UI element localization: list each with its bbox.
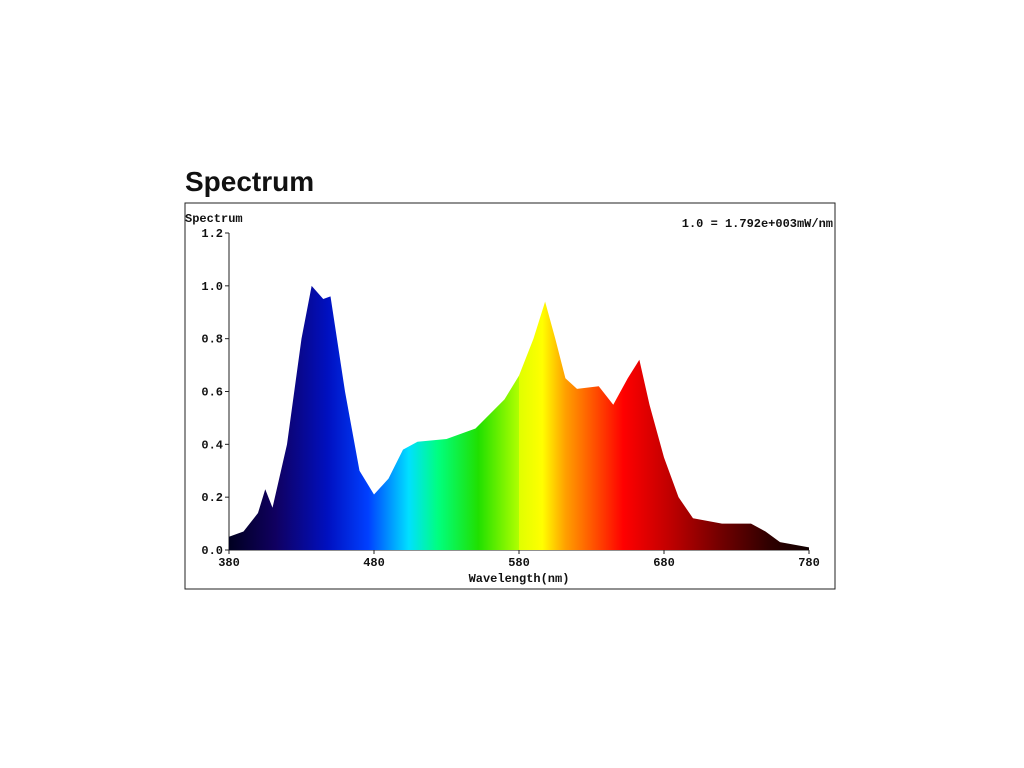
y-tick-label: 0.8 [201,333,223,347]
y-tick-label: 0.6 [201,386,223,400]
x-tick-label: 480 [363,556,385,570]
spectrum-area [229,285,809,550]
x-tick-label: 780 [798,556,820,570]
annotation: 1.0 = 1.792e+003mW/nm [682,217,833,231]
page-title: Spectrum [185,166,314,197]
x-tick-label: 680 [653,556,675,570]
y-tick-label: 0.4 [201,438,223,452]
y-tick-label: 0.0 [201,544,223,558]
x-tick-label: 380 [218,556,240,570]
y-tick-label: 0.2 [201,491,223,505]
x-axis-label: Wavelength(nm) [469,572,570,586]
x-tick-label: 580 [508,556,530,570]
y-tick-label: 1.0 [201,280,223,294]
chart-title: Spectrum [185,212,243,226]
y-tick-label: 1.2 [201,227,223,241]
